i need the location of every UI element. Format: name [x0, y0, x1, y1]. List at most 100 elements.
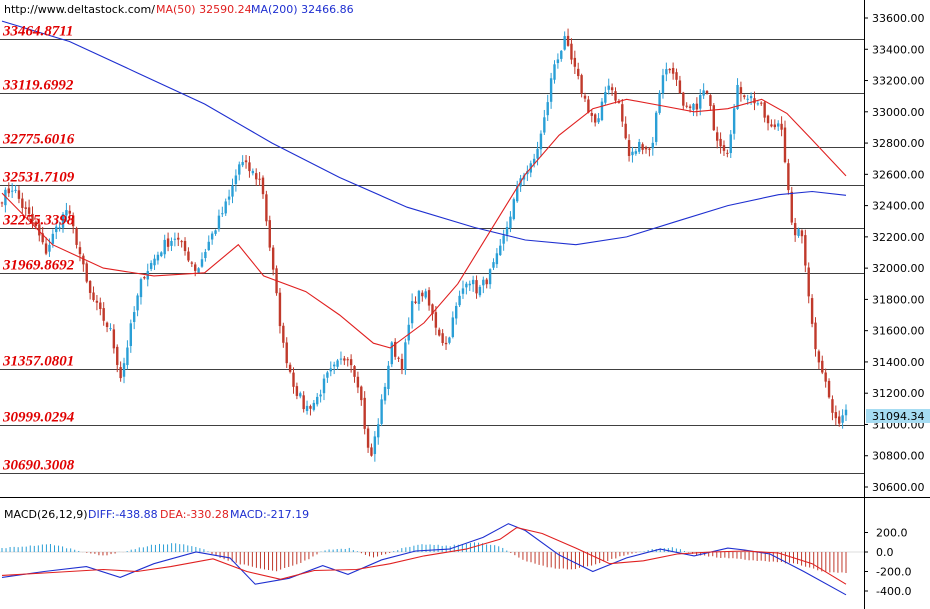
- candle-body: [705, 91, 709, 94]
- candle-body: [614, 91, 617, 101]
- candle-body: [607, 85, 610, 90]
- candle-body: [553, 64, 556, 80]
- candle-body: [38, 224, 41, 236]
- candle-body: [746, 98, 749, 100]
- candle-body: [248, 162, 251, 172]
- candle-body: [156, 254, 160, 261]
- candle-body: [441, 333, 444, 343]
- candle-body: [597, 118, 600, 123]
- candle-body: [194, 264, 197, 271]
- price-tick-label: 32400.00: [872, 200, 925, 213]
- candle-body: [238, 164, 241, 175]
- candle-body: [132, 312, 136, 322]
- candle-body: [136, 295, 139, 311]
- candle-body: [78, 247, 82, 255]
- candle-body: [271, 247, 275, 270]
- price-tick-label: 30800.00: [872, 450, 925, 463]
- candle-body: [495, 253, 499, 265]
- candle-body: [516, 185, 519, 202]
- candle-body: [549, 78, 553, 102]
- ma50-header: MA(50) 32590.24: [156, 3, 252, 16]
- candle-body: [841, 415, 844, 423]
- candle-body: [709, 95, 712, 107]
- candle-body: [17, 190, 21, 199]
- candle-body: [295, 386, 299, 396]
- candle-body: [465, 283, 468, 288]
- price-tick-label: 31800.00: [872, 293, 925, 306]
- candle-body: [482, 279, 485, 286]
- candle-body: [431, 304, 434, 315]
- candle-body: [353, 366, 356, 377]
- candle-body: [177, 237, 180, 240]
- candle-body: [492, 262, 495, 268]
- candle-body: [621, 104, 624, 122]
- candle-body: [560, 50, 563, 59]
- price-tick-label: 31200.00: [872, 387, 925, 400]
- candle-body: [58, 227, 61, 229]
- candle-body: [61, 214, 65, 228]
- candle-body: [461, 288, 465, 294]
- candle-body: [92, 292, 95, 301]
- macd-tick-label: -400.0: [876, 585, 911, 598]
- candle-body: [356, 376, 360, 388]
- candle-body: [390, 342, 393, 365]
- macd-diff-label: DIFF:-438.88: [88, 508, 158, 521]
- candle-body: [407, 324, 410, 341]
- candle-body: [339, 358, 343, 360]
- candle-body: [44, 243, 48, 254]
- level-label: 31357.0801: [2, 354, 74, 370]
- candle-body: [692, 103, 695, 110]
- price-axis: 30600.0030800.0031000.0031200.0031400.00…: [864, 12, 925, 494]
- candle-body: [116, 346, 119, 365]
- candle-body: [580, 75, 583, 94]
- candle-body: [255, 173, 258, 180]
- candle-body: [777, 123, 780, 127]
- candle-body: [638, 142, 641, 152]
- candle-body: [587, 99, 590, 113]
- candle-body: [458, 295, 461, 306]
- candle-body: [610, 87, 614, 91]
- level-label: 33119.6992: [2, 78, 74, 94]
- candle-body: [797, 229, 800, 236]
- candle-body: [807, 267, 810, 297]
- candle-body: [34, 221, 38, 227]
- candle-body: [95, 300, 99, 303]
- candle-body: [577, 68, 580, 77]
- candle-body: [478, 286, 482, 296]
- candle-body: [699, 95, 702, 109]
- candle-body: [14, 189, 17, 191]
- candle-body: [143, 277, 146, 279]
- candle-body: [834, 412, 838, 419]
- candle-body: [763, 102, 766, 118]
- candle-body: [126, 347, 129, 366]
- price-tick-label: 32800.00: [872, 137, 925, 150]
- candle-body: [804, 235, 807, 266]
- candle-body: [387, 365, 390, 389]
- last-price-tag: 31094.34: [872, 410, 925, 423]
- candle-body: [82, 255, 85, 265]
- candle-body: [373, 436, 377, 455]
- ma200-line: [1, 20, 847, 246]
- macd-value-label: MACD:-217.19: [230, 508, 309, 521]
- candle-body: [787, 163, 790, 191]
- candle-body: [722, 145, 726, 151]
- candle-body: [214, 230, 217, 234]
- candle-body: [505, 227, 509, 235]
- candle-body: [438, 329, 441, 336]
- macd-axis: 200.0 0.0 -200.0 -400.0: [864, 527, 911, 598]
- candle-body: [827, 380, 831, 398]
- candle-body: [688, 106, 692, 108]
- candle-body: [743, 95, 746, 98]
- price-tick-label: 32000.00: [872, 262, 925, 275]
- candle-body: [231, 185, 234, 197]
- candle-body: [570, 43, 573, 60]
- candle-body: [726, 152, 729, 154]
- macd-title: MACD(26,12,9): [4, 508, 88, 521]
- site-url: http://www.deltastock.com/: [4, 3, 155, 16]
- candle-body: [736, 84, 739, 110]
- level-label: 32255.3398: [2, 213, 75, 229]
- candle-body: [756, 103, 760, 105]
- candle-body: [397, 357, 400, 359]
- candle-body: [410, 301, 414, 324]
- candle-body: [183, 240, 187, 252]
